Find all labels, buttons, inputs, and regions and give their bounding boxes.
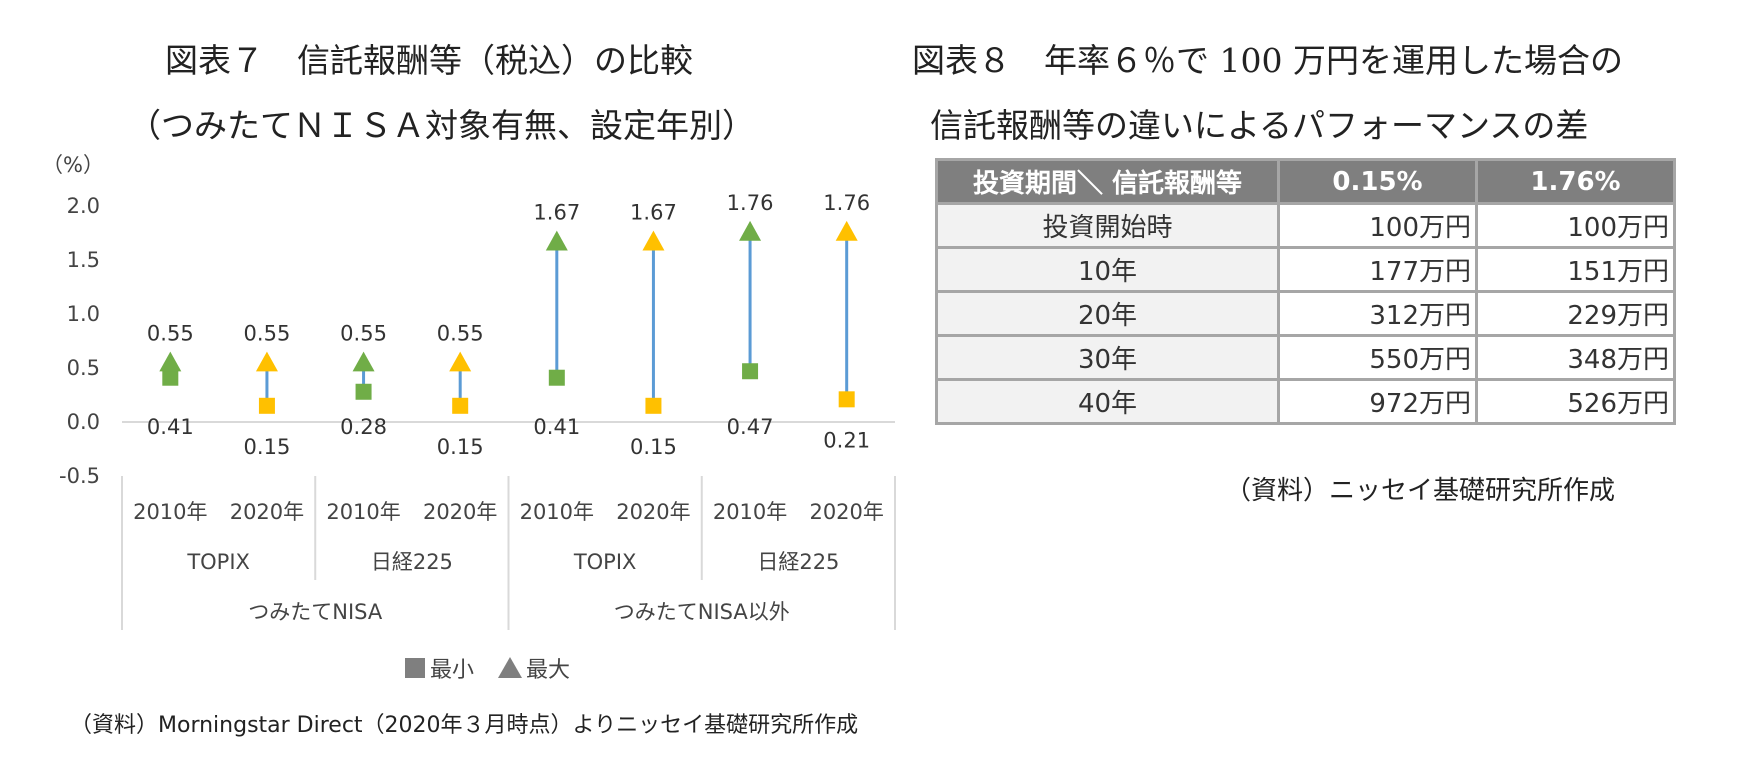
year-label: 2020年 <box>423 500 497 524</box>
index-label: TOPIX <box>186 550 250 574</box>
max-marker <box>449 351 472 372</box>
table-cell-value: 100万円 <box>1475 202 1676 249</box>
max-data-label: 1.67 <box>630 201 677 225</box>
max-marker <box>352 351 375 372</box>
table-cell-value: 526万円 <box>1475 378 1676 425</box>
chart-series: 0.55 0.41 0.55 0.15 0.55 0.28 0.55 0.15 1.67 0.41… <box>147 191 870 459</box>
table-source-note: （資料）ニッセイ基礎研究所作成 <box>1225 476 1616 506</box>
year-label: 2020年 <box>616 500 690 524</box>
table-cell-period: 20年 <box>935 290 1280 337</box>
year-label: 2010年 <box>520 500 594 524</box>
min-data-label: 0.41 <box>533 415 580 439</box>
table-cell-value: 550万円 <box>1277 334 1478 381</box>
table-cell-value: 229万円 <box>1475 290 1676 337</box>
table-cell-value: 972万円 <box>1277 378 1478 425</box>
min-marker <box>258 397 275 414</box>
table-cell-value: 100万円 <box>1277 202 1478 249</box>
legend-label-min: 最小 <box>430 658 474 683</box>
legend-triangle-icon <box>498 657 522 678</box>
min-marker <box>355 383 372 400</box>
table-row: 30年 550万円 348万円 <box>935 334 1676 381</box>
year-label: 2020年 <box>809 500 883 524</box>
fee-comparison-chart: （%） 2.0 1.5 1.0 0.5 0.0 -0.5 0.55 0.41 0.55 0.15… <box>42 153 896 683</box>
y-tick-label: 0.0 <box>67 410 100 434</box>
table-header-row: 投資期間＼ 信託報酬等 0.15% 1.76% <box>935 158 1676 205</box>
y-tick-label: -0.5 <box>59 464 100 488</box>
y-tick-label: 0.5 <box>67 356 100 380</box>
index-label: 日経225 <box>757 550 839 574</box>
table-row: 40年 972万円 526万円 <box>935 378 1676 425</box>
y-axis-unit: （%） <box>42 153 104 177</box>
legend-square-icon <box>405 658 425 678</box>
min-marker <box>838 391 855 408</box>
max-data-label: 0.55 <box>437 322 484 346</box>
category-axis-lines <box>121 421 896 630</box>
legend-label-max: 最大 <box>526 658 570 683</box>
min-data-label: 0.41 <box>147 415 194 439</box>
left-figure-title-line2: （つみたてＮＩＳＡ対象有無、設定年別） <box>128 106 755 145</box>
max-marker <box>642 230 665 251</box>
index-label: TOPIX <box>573 550 637 574</box>
table-cell-value: 312万円 <box>1277 290 1478 337</box>
max-marker <box>739 220 762 241</box>
right-figure-title-line2: 信託報酬等の違いによるパフォーマンスの差 <box>930 106 1589 145</box>
year-label: 2010年 <box>326 500 400 524</box>
category-labels: 2010年 2020年 2010年 2020年 2010年 2020年 2010年 2020年… <box>133 500 884 624</box>
group-label: つみたてNISA <box>248 600 383 624</box>
year-label: 2010年 <box>713 500 787 524</box>
min-marker <box>452 397 469 414</box>
index-label: 日経225 <box>371 550 453 574</box>
y-axis-ticks: 2.0 1.5 1.0 0.5 0.0 -0.5 <box>59 194 100 488</box>
table-cell-value: 348万円 <box>1475 334 1676 381</box>
min-data-label: 0.21 <box>823 428 870 452</box>
performance-table: 投資期間＼ 信託報酬等 0.15% 1.76% 投資開始時 100万円 100万… <box>935 158 1676 425</box>
min-data-label: 0.15 <box>437 435 484 459</box>
right-figure-title-line1: 図表８ 年率６％で 100 万円を運用した場合の <box>912 41 1623 80</box>
table-cell-period: 投資開始時 <box>935 202 1280 249</box>
table-cell-value: 151万円 <box>1475 246 1676 293</box>
min-data-label: 0.47 <box>727 415 774 439</box>
max-marker <box>835 220 858 241</box>
table-cell-period: 40年 <box>935 378 1280 425</box>
table-row: 20年 312万円 229万円 <box>935 290 1676 337</box>
min-data-label: 0.15 <box>244 435 291 459</box>
min-marker <box>548 369 565 386</box>
max-data-label: 0.55 <box>244 322 291 346</box>
table-header-period: 投資期間＼ 信託報酬等 <box>935 158 1280 205</box>
chart-legend: 最小 最大 <box>405 657 570 683</box>
max-data-label: 1.76 <box>823 191 870 215</box>
left-figure-title-line1: 図表７ 信託報酬等（税込）の比較 <box>165 41 693 80</box>
table-cell-period: 30年 <box>935 334 1280 381</box>
year-label: 2010年 <box>133 500 207 524</box>
table-cell-value: 177万円 <box>1277 246 1478 293</box>
max-marker <box>159 351 182 372</box>
footer-source-note: （資料）Morningstar Direct（2020年３月時点）よりニッセイ基… <box>70 713 859 738</box>
max-data-label: 1.67 <box>533 201 580 225</box>
max-data-label: 0.55 <box>147 322 194 346</box>
table-header-fee-low: 0.15% <box>1277 158 1478 205</box>
min-marker <box>162 369 179 386</box>
table-row: 10年 177万円 151万円 <box>935 246 1676 293</box>
min-marker <box>742 363 759 380</box>
min-data-label: 0.28 <box>340 415 387 439</box>
y-tick-label: 1.0 <box>67 302 100 326</box>
max-data-label: 0.55 <box>340 322 387 346</box>
min-marker <box>645 397 662 414</box>
y-tick-label: 1.5 <box>67 248 100 272</box>
max-marker <box>255 351 278 372</box>
max-data-label: 1.76 <box>727 191 774 215</box>
group-label: つみたてNISA以外 <box>614 600 790 624</box>
min-data-label: 0.15 <box>630 435 677 459</box>
table-row: 投資開始時 100万円 100万円 <box>935 202 1676 249</box>
y-tick-label: 2.0 <box>67 194 100 218</box>
table-header-fee-high: 1.76% <box>1475 158 1676 205</box>
max-marker <box>545 230 568 251</box>
year-label: 2020年 <box>230 500 304 524</box>
table-cell-period: 10年 <box>935 246 1280 293</box>
